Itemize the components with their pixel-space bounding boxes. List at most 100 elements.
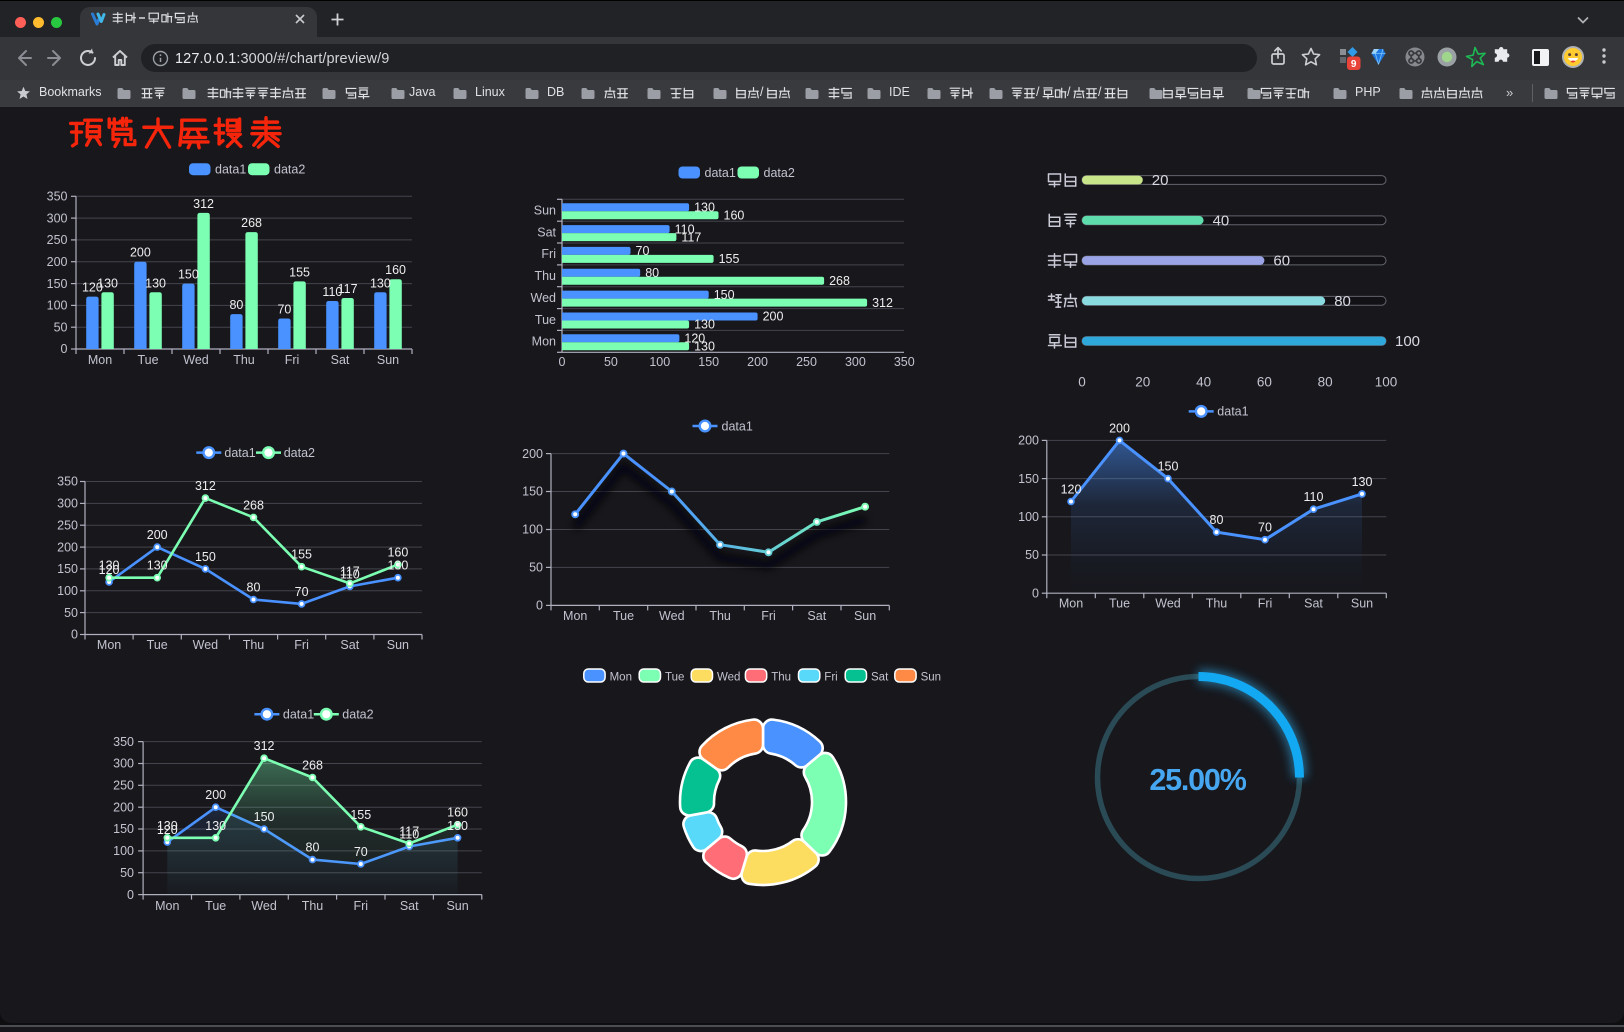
svg-text:Thu: Thu <box>534 269 556 283</box>
svg-text:40: 40 <box>1196 375 1211 390</box>
svg-text:Fri: Fri <box>294 638 309 652</box>
svg-text:300: 300 <box>57 497 78 511</box>
svg-text:130: 130 <box>97 276 118 290</box>
svg-text:150: 150 <box>254 810 275 824</box>
svg-text:130: 130 <box>447 819 468 833</box>
svg-text:100: 100 <box>522 523 543 537</box>
svg-text:data1: data1 <box>722 419 753 433</box>
svg-text:160: 160 <box>385 263 406 277</box>
svg-text:200: 200 <box>205 788 226 802</box>
svg-text:Wed: Wed <box>193 638 219 652</box>
svg-text:300: 300 <box>47 211 68 225</box>
svg-text:Tue: Tue <box>665 672 684 684</box>
svg-text:160: 160 <box>447 806 468 820</box>
svg-text:130: 130 <box>694 318 715 332</box>
svg-text:Sat: Sat <box>340 638 359 652</box>
svg-text:Mon: Mon <box>532 335 556 349</box>
svg-text:Tue: Tue <box>1109 597 1130 611</box>
svg-text:70: 70 <box>277 303 291 317</box>
svg-text:Mon: Mon <box>1059 597 1083 611</box>
svg-text:200: 200 <box>1109 421 1130 435</box>
svg-text:350: 350 <box>57 475 78 489</box>
svg-text:Wed: Wed <box>183 353 209 367</box>
svg-text:312: 312 <box>195 479 216 493</box>
svg-text:150: 150 <box>113 822 134 836</box>
svg-text:data1: data1 <box>283 708 314 722</box>
svg-text:120: 120 <box>1061 483 1082 497</box>
svg-text:130: 130 <box>157 819 178 833</box>
svg-text:150: 150 <box>1018 472 1039 486</box>
svg-text:data2: data2 <box>764 166 795 180</box>
svg-text:Tue: Tue <box>535 313 556 327</box>
svg-text:100: 100 <box>1018 510 1039 524</box>
svg-text:100: 100 <box>1375 375 1398 390</box>
svg-text:70: 70 <box>1258 521 1272 535</box>
svg-text:200: 200 <box>147 528 168 542</box>
svg-text:Sun: Sun <box>1351 597 1373 611</box>
svg-text:Sun: Sun <box>377 353 399 367</box>
svg-text:Sat: Sat <box>807 609 826 623</box>
svg-text:data1: data1 <box>215 163 246 177</box>
svg-text:130: 130 <box>147 559 168 573</box>
svg-text:155: 155 <box>719 252 740 266</box>
svg-text:130: 130 <box>205 819 226 833</box>
svg-text:Fri: Fri <box>761 609 776 623</box>
svg-text:Thu: Thu <box>243 638 265 652</box>
svg-text:117: 117 <box>681 230 701 244</box>
svg-text:Sun: Sun <box>921 672 941 684</box>
svg-text:117: 117 <box>338 282 358 296</box>
svg-text:50: 50 <box>1025 548 1039 562</box>
svg-text:150: 150 <box>522 485 543 499</box>
svg-text:Sun: Sun <box>534 204 556 218</box>
svg-text:200: 200 <box>130 246 151 260</box>
svg-text:150: 150 <box>178 268 199 282</box>
svg-text:Sun: Sun <box>387 638 409 652</box>
svg-text:Thu: Thu <box>233 353 255 367</box>
svg-text:120: 120 <box>684 332 705 346</box>
svg-text:Sat: Sat <box>400 899 419 913</box>
svg-text:Tue: Tue <box>205 899 226 913</box>
svg-text:117: 117 <box>340 564 360 578</box>
svg-text:70: 70 <box>354 845 368 859</box>
svg-text:Mon: Mon <box>155 899 179 913</box>
svg-text:110: 110 <box>1304 490 1324 504</box>
svg-text:50: 50 <box>529 561 543 575</box>
svg-text:350: 350 <box>894 355 915 369</box>
svg-text:50: 50 <box>604 355 618 369</box>
svg-text:50: 50 <box>120 866 134 880</box>
svg-text:Sat: Sat <box>537 225 556 239</box>
svg-text:Sun: Sun <box>854 609 876 623</box>
svg-text:80: 80 <box>1318 375 1333 390</box>
svg-text:150: 150 <box>57 562 78 576</box>
svg-text:Sat: Sat <box>1304 597 1323 611</box>
svg-text:data2: data2 <box>284 446 315 460</box>
svg-text:350: 350 <box>113 735 134 749</box>
svg-text:40: 40 <box>1213 213 1230 230</box>
svg-text:130: 130 <box>1352 475 1373 489</box>
svg-text:200: 200 <box>47 255 68 269</box>
svg-text:Sat: Sat <box>871 672 889 684</box>
svg-text:50: 50 <box>64 606 78 620</box>
svg-text:data1: data1 <box>705 166 736 180</box>
svg-text:Sat: Sat <box>331 353 350 367</box>
svg-text:312: 312 <box>193 197 214 211</box>
svg-text:Wed: Wed <box>1155 597 1181 611</box>
svg-text:0: 0 <box>1078 375 1086 390</box>
svg-text:Tue: Tue <box>137 353 158 367</box>
svg-text:150: 150 <box>698 355 719 369</box>
svg-text:80: 80 <box>247 581 261 595</box>
svg-text:130: 130 <box>370 276 391 290</box>
svg-text:Fri: Fri <box>285 353 300 367</box>
svg-text:data2: data2 <box>274 163 305 177</box>
svg-text:110: 110 <box>340 567 360 581</box>
svg-text:Thu: Thu <box>771 672 791 684</box>
svg-text:100: 100 <box>47 299 68 313</box>
svg-text:110: 110 <box>399 828 419 842</box>
svg-text:70: 70 <box>295 585 309 599</box>
svg-text:80: 80 <box>306 841 320 855</box>
svg-text:300: 300 <box>113 757 134 771</box>
svg-text:120: 120 <box>157 823 178 837</box>
svg-text:100: 100 <box>57 584 78 598</box>
svg-text:200: 200 <box>1018 434 1039 448</box>
svg-text:150: 150 <box>1158 460 1179 474</box>
